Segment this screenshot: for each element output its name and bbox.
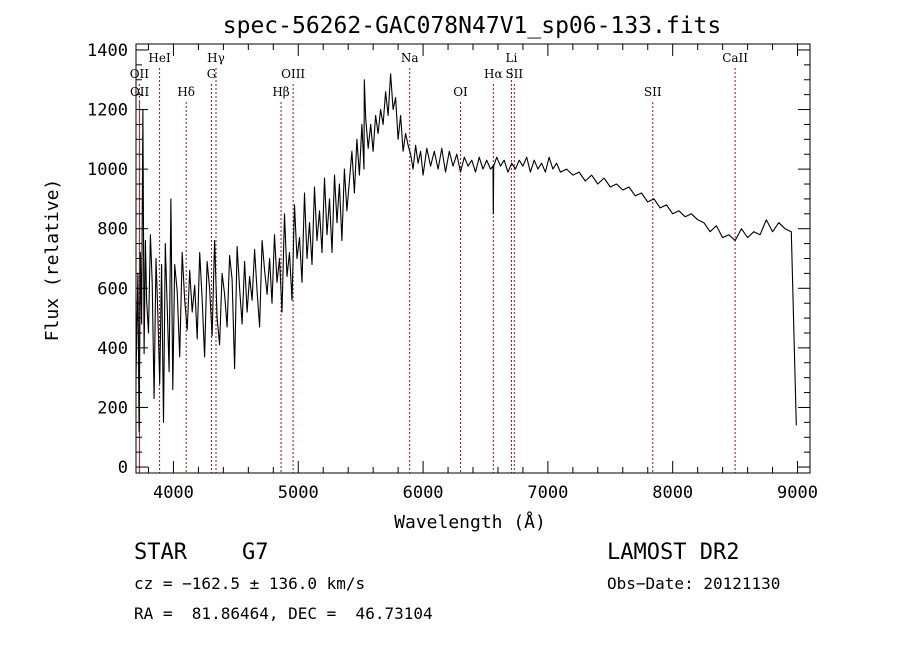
spectral-line-label: SII <box>644 85 662 99</box>
spectral-line-label: Hβ <box>272 85 289 99</box>
spectral-line-label: OII <box>130 85 150 99</box>
spectral-line-label: OIII <box>281 67 305 81</box>
survey-name: LAMOST DR2 <box>607 540 739 565</box>
redshift-velocity: cz = −162.5 ± 136.0 km/s <box>134 574 365 593</box>
object-subclass: G7 <box>242 540 269 565</box>
sky-coordinates: RA = 81.86464, DEC = 46.73104 <box>134 604 433 623</box>
spectral-line-label: Hδ <box>177 85 195 99</box>
y-tick-label: 800 <box>97 220 128 240</box>
x-tick-label: 4000 <box>153 483 194 503</box>
x-tick-label: 6000 <box>403 483 444 503</box>
y-tick-label: 600 <box>97 279 128 299</box>
x-tick-label: 8000 <box>652 483 693 503</box>
y-tick-label: 400 <box>97 339 128 359</box>
spectral-line-label: G <box>207 67 217 81</box>
y-tick-label: 1200 <box>87 101 128 121</box>
spectral-line-label: HeI <box>148 51 171 65</box>
axis-ticks: 4000 5000 6000 7000 8000 9000 0 200 400 600 800 100… <box>87 41 818 503</box>
y-axis-label: Flux (relative) <box>42 179 63 342</box>
spectral-line-label: OI <box>453 85 468 99</box>
x-tick-label: 5000 <box>278 483 319 503</box>
y-tick-label: 200 <box>97 398 128 418</box>
spectral-line-label: OII <box>130 67 150 81</box>
x-tick-label: 9000 <box>777 483 818 503</box>
spectral-line-label: SII <box>505 67 523 81</box>
spectral-line-label: Hα <box>484 67 503 81</box>
chart-title: spec-56262-GAC078N47V1_sp06-133.fits <box>223 13 722 39</box>
spectral-line-label: Na <box>401 51 419 65</box>
x-axis-label: Wavelength (Å) <box>394 511 546 533</box>
object-class: STAR <box>134 540 187 565</box>
spectral-line-label: CaII <box>722 51 748 65</box>
y-tick-label: 0 <box>118 458 128 478</box>
spectrum-series-line <box>136 74 796 432</box>
x-tick-label: 7000 <box>527 483 568 503</box>
y-tick-label: 1000 <box>87 160 128 180</box>
observation-date: Obs−Date: 20121130 <box>607 574 780 593</box>
spectral-line-label: Hγ <box>207 51 225 65</box>
spectral-line-label: Li <box>506 51 518 65</box>
y-tick-label: 1400 <box>87 41 128 61</box>
